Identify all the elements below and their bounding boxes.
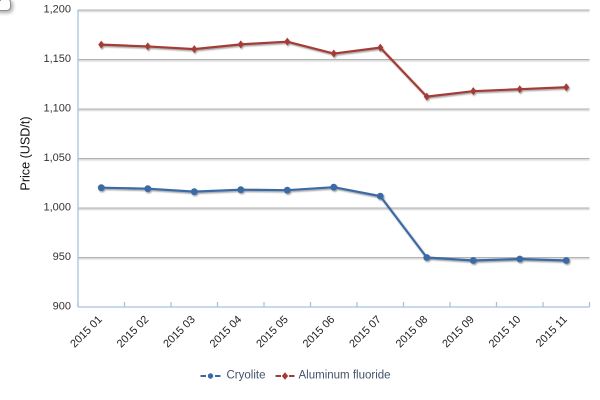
svg-text:2015 04: 2015 04 [208,314,245,351]
svg-text:Aluminum fluoride: Aluminum fluoride [299,370,391,382]
svg-text:1,200: 1,200 [43,4,71,16]
svg-text:900: 900 [53,301,71,313]
svg-text:Price (USD/t): Price (USD/t) [18,116,32,190]
svg-text:2015 01: 2015 01 [68,314,105,351]
svg-text:2015 02: 2015 02 [115,314,152,351]
svg-text:2015 07: 2015 07 [347,314,384,351]
svg-text:2015 06: 2015 06 [301,314,338,351]
svg-text:1,100: 1,100 [43,103,71,115]
svg-text:Cryolite: Cryolite [227,370,266,382]
svg-text:2015 10: 2015 10 [487,314,524,351]
svg-text:2015 09: 2015 09 [440,314,477,351]
svg-text:950: 950 [53,251,71,263]
svg-text:2015 11: 2015 11 [534,314,570,350]
svg-text:1,150: 1,150 [43,53,71,65]
svg-text:2015 08: 2015 08 [394,314,431,351]
svg-text:2015 03: 2015 03 [161,314,198,351]
svg-text:1,050: 1,050 [43,152,71,164]
svg-text:2015 05: 2015 05 [254,314,291,351]
svg-text:1,000: 1,000 [43,202,71,214]
